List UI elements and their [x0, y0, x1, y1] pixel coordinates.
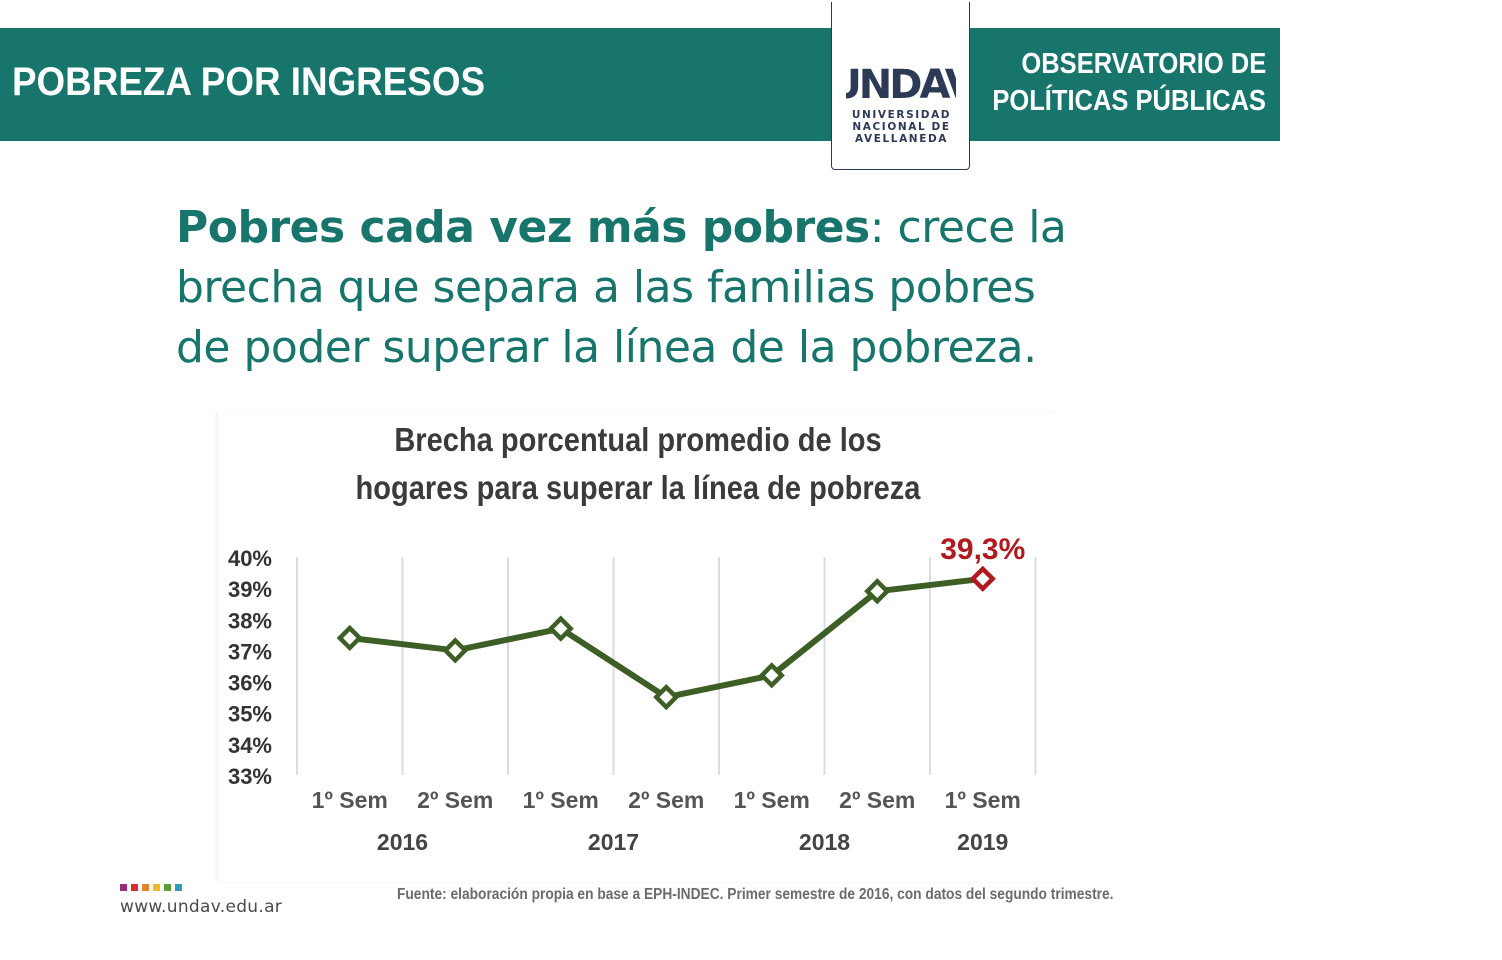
color-dot	[164, 884, 171, 891]
x-category-label: 1º Sem	[523, 787, 599, 813]
chart-title-line-1: Brecha porcentual promedio de los	[394, 421, 882, 458]
data-point	[653, 684, 680, 711]
headline-line-3: de poder superar la línea de la pobreza.	[176, 322, 1037, 373]
color-dot	[153, 884, 160, 891]
highlight-point	[969, 565, 996, 592]
color-dots	[120, 884, 200, 891]
headline-rest-1: : crece la	[869, 202, 1067, 253]
x-category-label: 1º Sem	[945, 787, 1021, 813]
y-tick-label: 39%	[228, 577, 272, 602]
logo-sub-line-2: NACIONAL DE	[852, 121, 951, 133]
data-point	[442, 637, 469, 664]
data-point	[758, 662, 785, 689]
y-tick-label: 37%	[228, 639, 272, 664]
color-dot	[142, 884, 149, 891]
color-dot	[131, 884, 138, 891]
y-tick-label: 38%	[228, 608, 272, 633]
undav-logo-mark: UNDAV	[846, 62, 956, 104]
observatory-line-2: POLÍTICAS PÚBLICAS	[992, 85, 1266, 117]
observatory-line-1: OBSERVATORIO DE	[1021, 48, 1266, 80]
chart-title-line-2: hogares para superar la línea de pobreza	[355, 469, 921, 506]
y-tick-label: 36%	[228, 671, 272, 696]
header-band	[0, 28, 1280, 141]
y-tick-label: 40%	[228, 546, 272, 571]
page-title: POBREZA POR INGRESOS	[12, 60, 486, 104]
chart-panel	[218, 412, 1058, 882]
color-dot	[175, 884, 182, 891]
color-dot	[120, 884, 127, 891]
x-category-label: 1º Sem	[734, 787, 810, 813]
headline-bold: Pobres cada vez más pobres	[176, 202, 870, 253]
headline: Pobres cada vez más pobres: crece la bre…	[176, 198, 1136, 378]
y-tick-label: 33%	[228, 764, 272, 789]
x-year-label: 2019	[957, 829, 1008, 855]
data-point	[864, 578, 891, 605]
logo-sub-line-3: AVELLANEDA	[854, 133, 949, 145]
headline-line-2: brecha que separa a las familias pobres	[176, 262, 1036, 313]
website-url: www.undav.edu.ar	[120, 897, 283, 917]
undav-logo: UNDAV UNIVERSIDAD NACIONAL DE AVELLANEDA	[831, 2, 970, 170]
x-year-label: 2018	[799, 829, 850, 855]
data-point	[336, 624, 363, 652]
data-label: 39,3%	[940, 533, 1025, 566]
y-tick-label: 34%	[228, 733, 272, 758]
x-category-label: 1º Sem	[312, 787, 388, 813]
x-category-label: 2º Sem	[628, 787, 704, 813]
logo-text: UNDAV	[846, 62, 956, 104]
series-line	[346, 575, 986, 701]
y-tick-label: 35%	[228, 702, 272, 727]
data-point	[547, 615, 574, 642]
x-year-label: 2016	[377, 829, 428, 855]
source-note: Fuente: elaboración propia en base a EPH…	[397, 886, 1114, 903]
x-year-label: 2017	[588, 829, 639, 855]
chart-title: Brecha porcentual promedio de los hogare…	[268, 416, 1007, 512]
x-category-label: 2º Sem	[417, 787, 493, 813]
x-category-label: 2º Sem	[839, 787, 915, 813]
logo-sub-line-1: UNIVERSIDAD	[851, 109, 952, 121]
